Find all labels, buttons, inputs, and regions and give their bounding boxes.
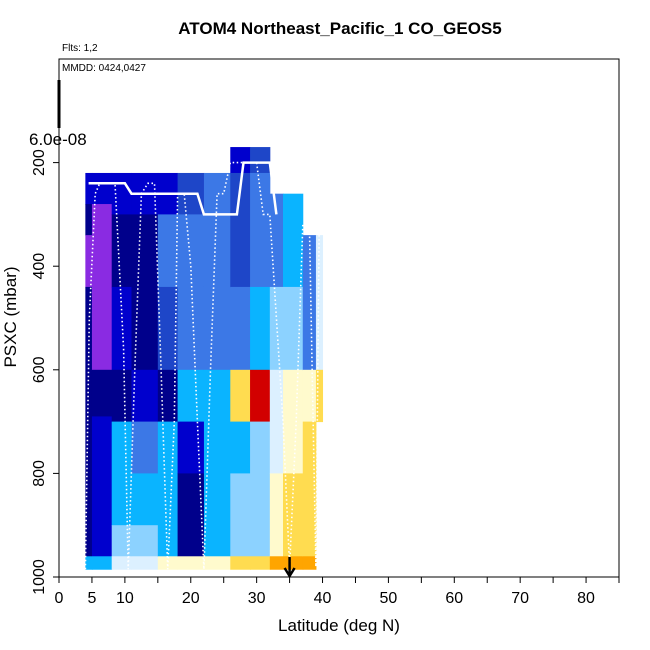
flight-track-solid-line — [88, 161, 278, 216]
heatmap-cell — [111, 172, 132, 215]
heatmap-cell — [85, 172, 93, 205]
heatmap-cell — [230, 147, 251, 174]
heatmap-cell — [230, 473, 251, 557]
heatmap-cell — [111, 369, 132, 423]
heatmap-cell — [131, 214, 159, 371]
heatmap-cell — [111, 286, 132, 371]
heatmap-cell — [250, 147, 271, 174]
x-tick-label: 80 — [577, 590, 595, 607]
heatmap-cell — [283, 556, 304, 570]
x-tick-label: 50 — [380, 590, 398, 607]
heatmap-cell — [157, 214, 179, 288]
heatmap-cell — [177, 421, 205, 474]
heatmap-cell — [131, 369, 159, 423]
flight-track-dotted-line — [84, 161, 320, 570]
x-tick-label: 5 — [87, 590, 96, 607]
x-tick-label: 0 — [55, 590, 64, 607]
heatmap-cell — [91, 286, 113, 371]
x-tick-label: 60 — [445, 590, 463, 607]
heatmap-cell — [91, 204, 113, 288]
x-axis: 0 5 10 20 30 40 50 60 70 80 — [55, 577, 620, 607]
heatmap-cell — [85, 556, 93, 570]
heatmap-cells — [85, 147, 324, 570]
heatmap-cell — [230, 286, 251, 371]
heatmap-cell — [250, 421, 271, 474]
heatmap-cell — [157, 286, 179, 371]
heatmap-cell — [177, 369, 205, 423]
heatmap-cell — [157, 473, 179, 557]
heatmap-cell — [203, 473, 231, 557]
heatmap-cell — [91, 556, 113, 570]
heatmap-cell — [111, 556, 132, 570]
heatmap-cell — [131, 556, 159, 570]
heatmap-cell — [177, 286, 205, 371]
location-arrow-marker — [283, 557, 296, 579]
heatmap-cell — [91, 369, 113, 417]
heatmap-cell — [302, 556, 317, 570]
x-tick-label: 20 — [182, 590, 200, 607]
heatmap-cell — [203, 214, 231, 288]
heatmap-cell — [131, 525, 159, 557]
y-axis-label: PSXC (mbar) — [1, 266, 20, 367]
heatmap-cell — [283, 286, 304, 371]
x-tick-label: 30 — [248, 590, 266, 607]
heatmap-cell — [302, 369, 317, 423]
heatmap-cell — [283, 421, 304, 474]
plot-frame — [58, 58, 620, 578]
heatmap-cell — [157, 556, 179, 570]
heatmap-cell — [250, 172, 271, 288]
x-tick-label: 40 — [314, 590, 332, 607]
heatmap-cell — [85, 286, 93, 557]
chart-title: ATOM4 Northeast_Pacific_1 CO_GEOS5 — [178, 19, 501, 38]
arrow-head — [283, 567, 296, 579]
heatmap-cell — [250, 286, 271, 371]
heatmap-cell — [315, 369, 324, 423]
y-axis: 200 400 600 800 1000 — [31, 149, 59, 595]
heatmap-cell — [250, 556, 271, 570]
y-tick-label: 800 — [31, 460, 48, 487]
heatmap-cell — [85, 204, 93, 236]
heatmap-cell — [230, 172, 251, 288]
heatmap-cell — [203, 286, 231, 371]
heatmap-cell — [157, 421, 179, 474]
heatmap-cell — [177, 556, 205, 570]
x-axis-label: Latitude (deg N) — [278, 616, 400, 635]
heatmap-cell — [230, 421, 251, 474]
heatmap-cell — [230, 556, 251, 570]
flights-label: Flts: 1,2 — [62, 43, 98, 54]
y-tick-label: 400 — [31, 253, 48, 280]
y-tick-label: 600 — [31, 356, 48, 383]
heatmap-cell — [230, 369, 251, 423]
heatmap-cell — [250, 369, 271, 423]
heatmap-cell — [177, 214, 205, 288]
heatmap-cell — [269, 369, 284, 423]
heatmap-cell — [302, 421, 317, 557]
heatmap-cell — [315, 235, 324, 371]
colorbar: 6.0e-08 — [29, 80, 87, 149]
dates-label: MMDD: 0424,0427 — [62, 63, 146, 74]
heatmap-cell — [269, 556, 284, 570]
flight-track-lines — [84, 161, 320, 570]
heatmap-cell — [131, 421, 159, 474]
heatmap-cell — [111, 214, 132, 288]
x-tick-label: 70 — [511, 590, 529, 607]
y-tick-label: 200 — [31, 149, 48, 176]
heatmap-cell — [131, 473, 159, 526]
heatmap-cell — [111, 421, 132, 526]
heatmap-cell — [283, 193, 304, 288]
heatmap-cell — [91, 172, 113, 205]
heatmap-cell — [85, 235, 93, 288]
heatmap-cell — [203, 556, 231, 570]
heatmap-cell — [269, 421, 284, 474]
heatmap-cell — [283, 369, 304, 423]
heatmap-cell — [269, 473, 284, 557]
x-tick-label: 10 — [116, 590, 134, 607]
heatmap-cell — [302, 235, 317, 371]
y-tick-label: 1000 — [31, 559, 48, 595]
heatmap-cell — [250, 473, 271, 557]
heatmap-cell — [91, 416, 113, 557]
colorbar-label: 6.0e-08 — [29, 130, 87, 149]
heatmap-cell — [203, 369, 231, 423]
